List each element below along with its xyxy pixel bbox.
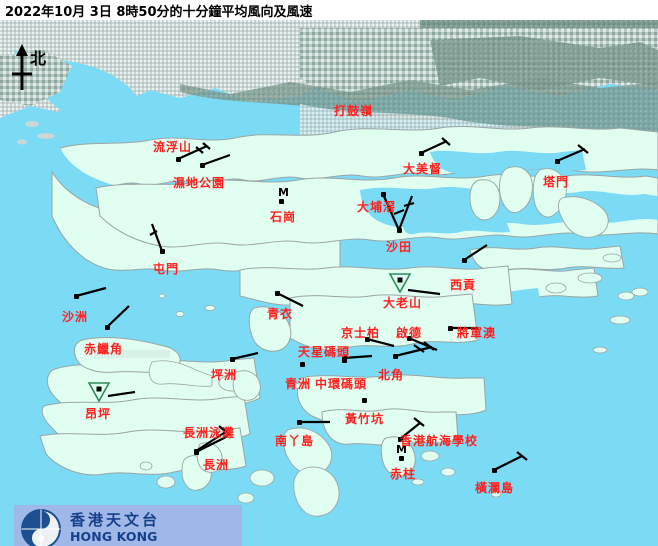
station-label-tsing-yi[interactable]: 青衣 <box>267 307 294 321</box>
station-label-ta-kwu-ling[interactable]: 打鼓嶺 <box>334 104 374 118</box>
station-marker-sai-kung[interactable] <box>462 258 467 263</box>
station-marker-tai-po-kau[interactable] <box>381 192 386 197</box>
station-label-star-ferry[interactable]: 天星碼頭 <box>298 345 351 359</box>
station-label-ngong-ping[interactable]: 昂坪 <box>85 407 112 421</box>
station-marker-wetland-park[interactable] <box>200 163 205 168</box>
station-label-kai-tak[interactable]: 啟德 <box>396 326 423 340</box>
station-marker-shek-kong[interactable] <box>279 199 284 204</box>
station-label-sha-tin[interactable]: 沙田 <box>386 240 413 254</box>
station-marker-triangle-ngong-ping[interactable] <box>87 381 111 403</box>
station-marker-sha-tin[interactable] <box>397 228 402 233</box>
station-label-tai-mei-tuk[interactable]: 大美督 <box>403 162 443 176</box>
station-marker-tuen-mun[interactable] <box>160 249 165 254</box>
station-label-sha-chau[interactable]: 沙洲 <box>62 310 89 324</box>
station-marker-sha-chau[interactable] <box>74 294 79 299</box>
station-marker-lamma-island[interactable] <box>297 420 302 425</box>
station-label-stanley[interactable]: 赤柱 <box>390 467 417 481</box>
station-marker-cheung-chau[interactable] <box>194 450 199 455</box>
station-marker-green-island[interactable] <box>300 362 305 367</box>
station-marker-central-pier[interactable] <box>342 358 347 363</box>
station-label-central-pier[interactable]: 中環碼頭 <box>315 377 368 391</box>
mainland-china-imagery <box>0 20 658 154</box>
station-label-tai-po-kau[interactable]: 大埔滘 <box>357 200 397 214</box>
hko-swirl-logo-icon <box>21 509 61 546</box>
station-label-tates-cairn[interactable]: 大老山 <box>383 296 423 310</box>
title-bar: 2022年10月 3日 8時50分的十分鐘平均風向及風速 <box>0 0 658 20</box>
north-label: 北 <box>30 49 47 68</box>
station-marker-triangle-tates-cairn[interactable] <box>388 272 412 294</box>
station-marker-tai-mei-tuk[interactable] <box>419 151 424 156</box>
station-label-green-island[interactable]: 青洲 <box>285 377 312 391</box>
station-marker-tseung-kwan-o[interactable] <box>448 326 453 331</box>
station-label-wetland-park[interactable]: 濕地公園 <box>173 176 226 190</box>
station-label-tap-mun[interactable]: 塔門 <box>543 175 570 189</box>
station-mark-letter-stanley: M <box>396 443 407 456</box>
station-label-cheung-chau-beach[interactable]: 長洲泳灘 <box>183 426 236 440</box>
station-marker-wong-chuk-hang[interactable] <box>362 398 367 403</box>
station-label-north-point[interactable]: 北角 <box>378 368 405 382</box>
new-territories-landmass <box>44 125 658 315</box>
page-title: 2022年10月 3日 8時50分的十分鐘平均風向及風速 <box>5 5 313 20</box>
station-label-sai-kung[interactable]: 西貢 <box>450 278 477 292</box>
station-marker-north-point[interactable] <box>393 354 398 359</box>
hko-logo: 香港天文台 HONG KONG OBSERVATORY <box>14 505 242 546</box>
outlying-southeast-islands <box>554 287 649 453</box>
hko-name-en: HONG KONG OBSERVATORY <box>70 529 173 546</box>
station-label-shek-kong[interactable]: 石崗 <box>270 210 297 224</box>
station-label-cheung-chau[interactable]: 長洲 <box>203 458 230 472</box>
hko-name-cn: 香港天文台 <box>70 511 161 529</box>
lantau-and-western-islands <box>39 293 502 517</box>
map-geography <box>0 20 658 546</box>
station-marker-waglan-island[interactable] <box>492 468 497 473</box>
station-label-ping-chau[interactable]: 坪洲 <box>211 368 238 382</box>
station-marker-ping-chau[interactable] <box>230 357 235 362</box>
station-label-tseung-kwan-o[interactable]: 將軍澳 <box>457 326 497 340</box>
station-label-hk-sea-school[interactable]: 香港航海學校 <box>400 434 479 448</box>
station-mark-letter-shek-kong: M <box>278 186 289 199</box>
station-label-wong-chuk-hang[interactable]: 黃竹坑 <box>345 412 385 426</box>
station-marker-tap-mun[interactable] <box>555 159 560 164</box>
station-label-lamma-island[interactable]: 南丫島 <box>275 434 315 448</box>
station-marker-chek-lap-kok[interactable] <box>105 325 110 330</box>
hong-kong-island-kowloon <box>248 293 487 486</box>
map-canvas: 打鼓嶺流浮山濕地公園 M 石崗 大美督塔門大埔滘沙田西貢大老山 屯門沙洲赤鱲角昂坪 青衣京… <box>0 20 658 546</box>
station-marker-stanley[interactable] <box>399 456 404 461</box>
station-label-tuen-mun[interactable]: 屯門 <box>153 262 180 276</box>
station-label-kings-park[interactable]: 京士柏 <box>341 326 381 340</box>
north-arrow-icon <box>12 44 32 90</box>
station-marker-tsing-yi[interactable] <box>275 291 280 296</box>
station-label-lau-fau-shan[interactable]: 流浮山 <box>153 140 193 154</box>
station-label-chek-lap-kok[interactable]: 赤鱲角 <box>84 342 124 356</box>
station-label-waglan-island[interactable]: 橫瀾島 <box>475 481 515 495</box>
station-marker-lau-fau-shan[interactable] <box>176 157 181 162</box>
